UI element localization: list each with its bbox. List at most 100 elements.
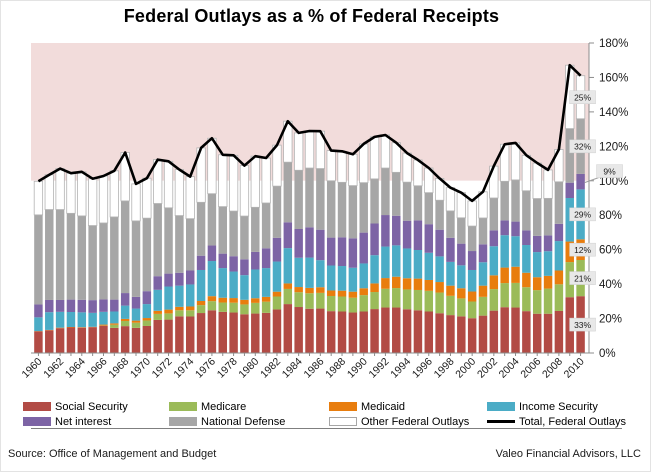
bar-segment-social-security	[294, 307, 302, 353]
bar-segment-national-defense	[153, 204, 161, 277]
bar-segment-national-defense	[88, 226, 96, 301]
bar-segment-medicare	[305, 293, 313, 309]
bar-segment-medicare	[511, 283, 519, 308]
bar-segment-national-defense	[446, 211, 454, 238]
bar-segment-medicaid	[132, 321, 140, 323]
bar-segment-income-security	[533, 252, 541, 277]
bar-segment-medicare	[110, 325, 118, 328]
bar-segment-net-interest	[240, 259, 248, 275]
x-tick-label: 1970	[128, 356, 153, 381]
bar-segment-social-security	[78, 328, 86, 353]
bar-segment-income-security	[175, 286, 183, 307]
bar-segment-social-security	[45, 330, 53, 353]
x-tick-label: 1962	[41, 356, 66, 381]
bar-segment-national-defense	[219, 207, 227, 254]
bar-segment-medicaid	[533, 277, 541, 290]
legend-swatch-other-federal-outlays	[329, 417, 357, 426]
bar-segment-income-security	[99, 312, 107, 325]
bar-segment-net-interest	[45, 300, 53, 312]
bar-segment-social-security	[381, 308, 389, 353]
bar-segment-medicaid	[500, 268, 508, 284]
bar-segment-income-security	[403, 248, 411, 278]
bar-segment-medicare	[164, 313, 172, 319]
bar-segment-other-federal-outlays	[229, 155, 237, 211]
bar-segment-income-security	[446, 262, 454, 286]
x-tick-label: 1982	[258, 356, 283, 381]
bar-segment-other-federal-outlays	[110, 171, 118, 217]
bar-segment-national-defense	[381, 168, 389, 215]
source-note: Source: Office of Management and Budget	[8, 448, 216, 460]
bar-segment-other-federal-outlays	[78, 172, 86, 216]
bar-segment-social-security	[88, 327, 96, 353]
bar-segment-medicaid	[208, 296, 216, 301]
bar-segment-other-federal-outlays	[251, 156, 259, 207]
bar-segment-national-defense	[175, 216, 183, 273]
callout-label-medicare: 21%	[574, 273, 591, 283]
bar-segment-net-interest	[229, 256, 237, 271]
bar-segment-income-security	[78, 312, 86, 327]
bar-segment-national-defense	[67, 213, 75, 299]
bar-segment-social-security	[284, 304, 292, 353]
bar-segment-medicaid	[414, 279, 422, 290]
bar-segment-other-federal-outlays	[468, 201, 476, 226]
bar-segment-income-security	[359, 263, 367, 288]
bar-segment-net-interest	[533, 236, 541, 252]
bar-segment-net-interest	[164, 274, 172, 287]
bar-segment-national-defense	[132, 221, 140, 297]
bar-segment-other-federal-outlays	[359, 144, 367, 183]
bar-segment-social-security	[143, 326, 151, 353]
bar-segment-national-defense	[208, 194, 216, 246]
callout-label-national-defense: 32%	[574, 142, 591, 152]
bar-segment-income-security	[500, 235, 508, 267]
bar-segment-net-interest	[403, 221, 411, 249]
bar-segment-social-security	[186, 316, 194, 353]
bar-segment-net-interest	[251, 252, 259, 270]
bar-segment-social-security	[219, 312, 227, 353]
bar-segment-national-defense	[457, 218, 465, 244]
bar-segment-social-security	[544, 314, 552, 353]
bar-segment-social-security	[457, 316, 465, 353]
x-tick-label: 1976	[193, 356, 218, 381]
bar-segment-net-interest	[273, 238, 281, 262]
bar-segment-income-security	[414, 250, 422, 279]
bar-segment-net-interest	[566, 183, 574, 198]
x-tick-label: 1980	[236, 356, 261, 381]
bar-segment-medicare	[349, 298, 357, 313]
bar-segment-income-security	[262, 268, 270, 297]
bar-segment-medicare	[490, 289, 498, 311]
legend-label: Net interest	[55, 416, 111, 428]
bar-segment-income-security	[153, 290, 161, 311]
bar-segment-net-interest	[327, 238, 335, 266]
bar-segment-income-security	[327, 266, 335, 291]
bar-segment-medicare	[392, 288, 400, 307]
bar-segment-medicaid	[316, 287, 324, 293]
bar-segment-income-security	[45, 312, 53, 330]
bar-segment-income-security	[110, 311, 118, 323]
bar-segment-social-security	[153, 320, 161, 353]
bar-segment-social-security	[34, 331, 42, 353]
bar-segment-medicare	[208, 301, 216, 310]
bar-segment-medicaid	[175, 307, 183, 310]
legend-item-medicaid: Medicaid	[329, 400, 405, 413]
bar-segment-net-interest	[56, 300, 64, 312]
y-tick-label: 80%	[599, 210, 622, 222]
bar-segment-social-security	[403, 309, 411, 353]
bar-segment-national-defense	[479, 218, 487, 244]
y-tick-label: 180%	[599, 38, 628, 50]
bar-segment-medicaid	[392, 277, 400, 288]
legend-swatch-total-federal-outlays	[487, 420, 515, 423]
bar-segment-net-interest	[555, 224, 563, 241]
bar-segment-medicare	[425, 291, 433, 312]
bar-segment-social-security	[370, 309, 378, 353]
bar-segment-other-federal-outlays	[175, 170, 183, 216]
bar-segment-other-federal-outlays	[143, 178, 151, 218]
legend-swatch-social-security	[23, 402, 51, 411]
bar-segment-social-security	[229, 313, 237, 353]
bar-segment-net-interest	[446, 238, 454, 262]
callout-label-income-security: 29%	[574, 210, 591, 220]
x-tick-label: 1992	[367, 356, 392, 381]
bar-segment-national-defense	[45, 210, 53, 300]
bar-segment-social-security	[99, 326, 107, 353]
legend-label: Other Federal Outlays	[361, 416, 469, 428]
bar-segment-net-interest	[316, 230, 324, 260]
